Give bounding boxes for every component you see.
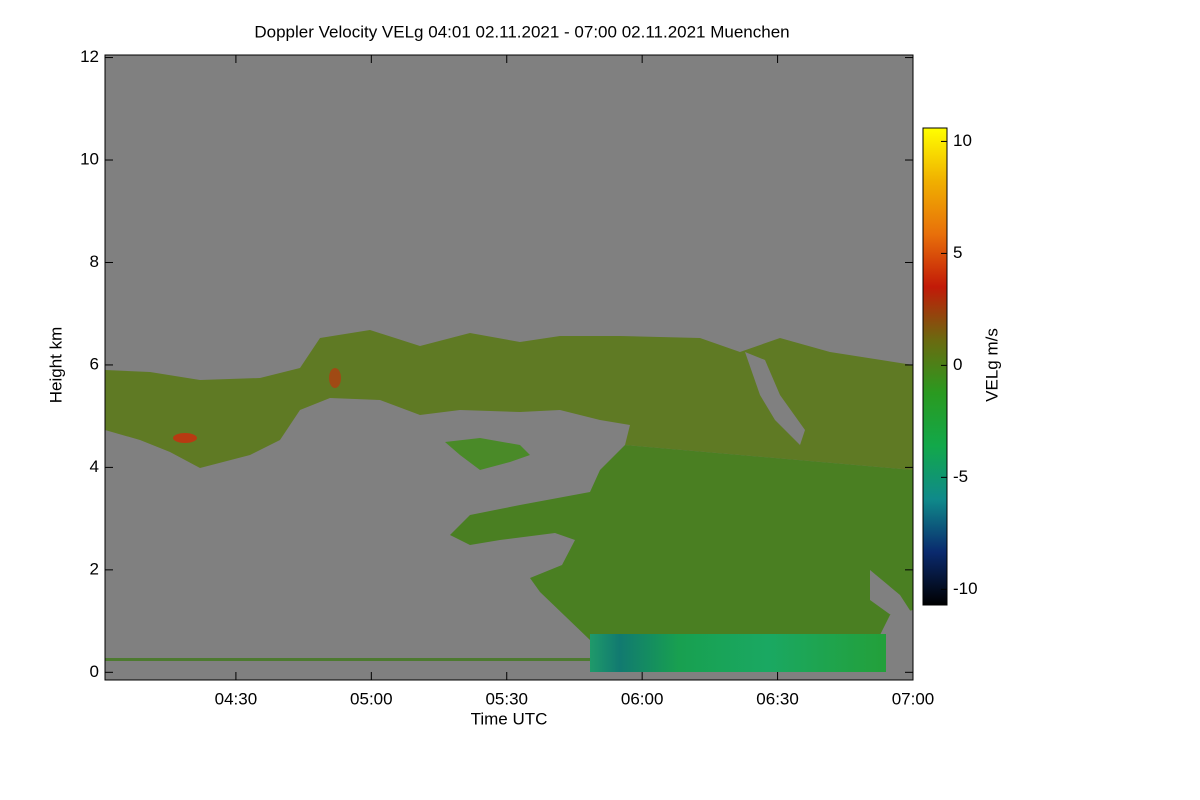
y-tick-label: 10 bbox=[80, 150, 99, 169]
y-tick-label: 0 bbox=[90, 662, 99, 681]
y-tick-label: 2 bbox=[90, 559, 99, 578]
x-tick-label: 05:30 bbox=[485, 689, 528, 708]
cloud-patch bbox=[173, 433, 197, 443]
ground-echo bbox=[105, 658, 590, 661]
boundary-layer bbox=[590, 634, 886, 672]
colorbar-tick-label: 10 bbox=[953, 131, 972, 150]
colorbar-tick-label: -10 bbox=[953, 579, 978, 598]
x-axis-label: Time UTC bbox=[471, 709, 548, 728]
chart-title: Doppler Velocity VELg 04:01 02.11.2021 -… bbox=[254, 22, 789, 41]
plot-frame bbox=[104, 54, 914, 681]
y-tick-label: 12 bbox=[80, 47, 99, 66]
x-tick-label: 05:00 bbox=[350, 689, 393, 708]
colorbar-tick-label: 0 bbox=[953, 355, 962, 374]
upper-cloud bbox=[105, 330, 913, 470]
clear-gap bbox=[870, 570, 913, 618]
y-tick-label: 6 bbox=[90, 354, 99, 373]
colorbar bbox=[922, 127, 948, 606]
x-tick-label: 07:00 bbox=[892, 689, 935, 708]
x-tick-label: 06:30 bbox=[756, 689, 799, 708]
colorbar-tick-label: -5 bbox=[953, 467, 968, 486]
cloud-patch bbox=[329, 368, 341, 388]
lower-cloud bbox=[450, 445, 913, 672]
y-axis-label: Height km bbox=[46, 327, 65, 404]
x-tick-label: 04:30 bbox=[215, 689, 258, 708]
clear-gap bbox=[745, 352, 805, 445]
y-tick-label: 8 bbox=[90, 252, 99, 271]
plot-area bbox=[104, 54, 914, 681]
colorbar-label: VELg m/s bbox=[982, 328, 1001, 402]
cloud-patch bbox=[445, 438, 530, 470]
x-tick-label: 06:00 bbox=[621, 689, 664, 708]
colorbar-tick-label: 5 bbox=[953, 243, 962, 262]
y-tick-label: 4 bbox=[90, 457, 99, 476]
